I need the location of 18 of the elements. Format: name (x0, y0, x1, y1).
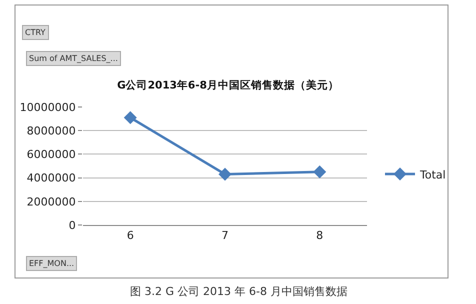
point (313, 165, 326, 178)
x-tick-label: 8 (316, 229, 324, 242)
y-tick-label: 2000000 (26, 195, 76, 208)
y-tick-label: 6000000 (26, 148, 76, 162)
point (218, 168, 232, 181)
caption: 图 3.2 G 公司 2013 年 6-8 月中国销售数据 (130, 285, 348, 298)
text: Sum of AMT_SALES_... (29, 54, 118, 63)
y-tick-label: 8000000 (26, 124, 76, 138)
point (124, 111, 137, 124)
chart-title: G公司2013年6-8月中国区销售数据（美元） (117, 78, 339, 92)
y-tick-label: 10000000 (20, 100, 76, 114)
legend-label: Total (419, 168, 446, 182)
text: EFF_MON... (29, 259, 74, 268)
text: CTRY (25, 28, 46, 37)
y-tick-label: 0 (68, 218, 76, 232)
y-tick-label: 4000000 (26, 172, 76, 185)
x-tick-label: 6 (126, 229, 134, 242)
x-tick-label: 7 (222, 229, 228, 242)
